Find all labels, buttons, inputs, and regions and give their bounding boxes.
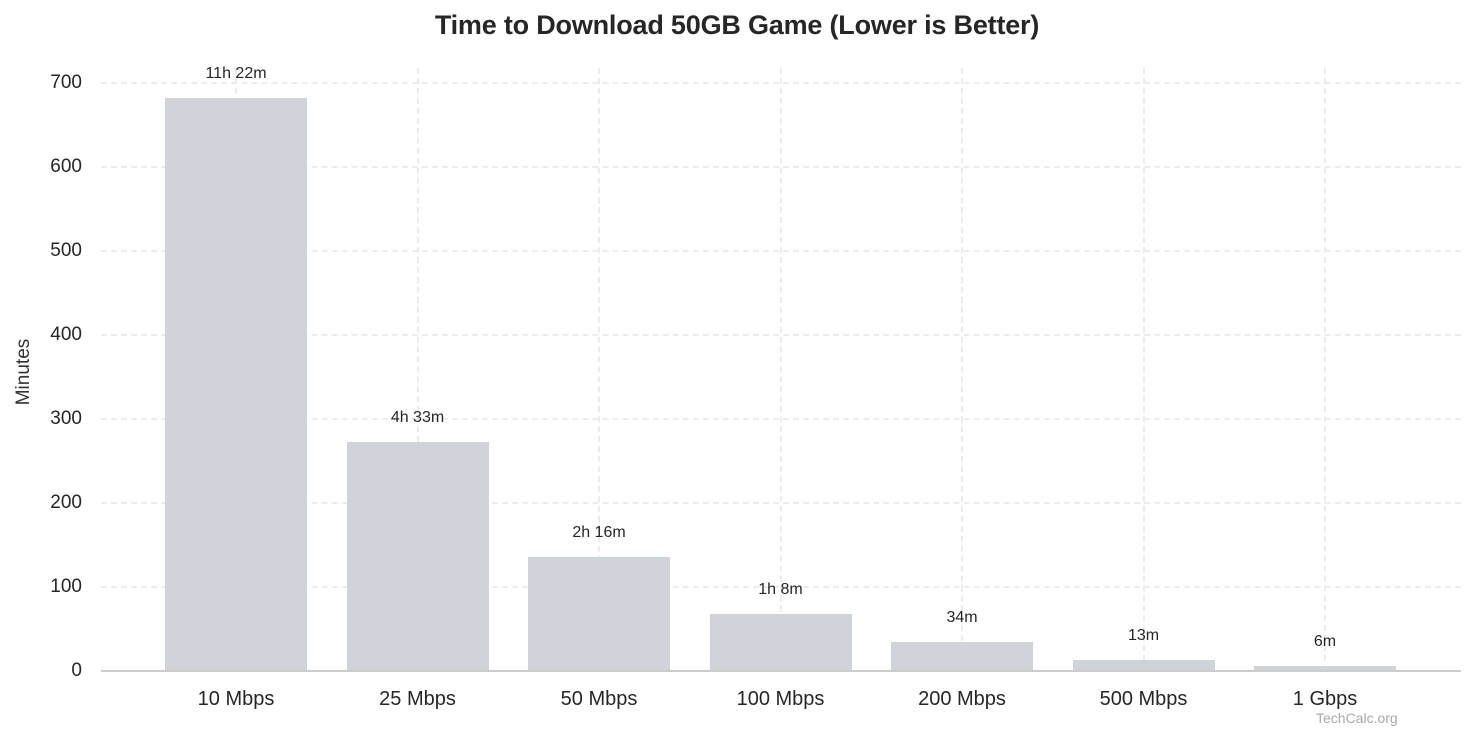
v-gridline (1142, 68, 1145, 671)
x-tick-label: 200 Mbps (918, 688, 1006, 710)
chart-title: Time to Download 50GB Game (Lower is Bet… (434, 10, 1040, 40)
y-tick-label: 600 (50, 156, 82, 177)
watermark: TechCalc.org (1316, 710, 1398, 726)
y-tick-label: 300 (50, 408, 82, 429)
y-tick-label: 700 (50, 72, 82, 93)
x-tick-label: 25 Mbps (379, 688, 456, 710)
y-tick-label: 400 (50, 324, 82, 345)
bar-value-label: 2h 16m (572, 523, 626, 541)
x-axis-line (101, 670, 1461, 672)
bar-value-label: 4h 33m (390, 408, 445, 426)
y-tick-label: 0 (71, 660, 82, 681)
bar-50-mbps (528, 556, 670, 671)
bar-value-label: 1h 8m (758, 580, 803, 598)
x-tick-label: 50 Mbps (560, 688, 638, 710)
y-tick-label: 200 (50, 492, 82, 513)
v-gridline (598, 68, 600, 671)
y-axis-label: Minutes (13, 338, 34, 406)
x-tick-label: 500 Mbps (1099, 688, 1188, 710)
v-gridline (961, 68, 963, 671)
bar-value-label: 6m (1313, 632, 1337, 650)
y-tick-label: 100 (50, 576, 82, 597)
bar-10-mbps (165, 98, 307, 671)
v-gridline (416, 68, 419, 671)
x-tick-label: 1 Gbps (1292, 688, 1358, 710)
y-tick-label: 500 (50, 240, 82, 261)
bar-100-mbps (709, 613, 852, 671)
x-tick-label: 100 Mbps (736, 688, 825, 710)
bar-value-label: 13m (1127, 627, 1160, 645)
bar-25-mbps (346, 441, 489, 671)
bar-value-label: 11h 22m (205, 65, 267, 83)
bar-200-mbps (891, 642, 1033, 671)
x-tick-label: 10 Mbps (197, 688, 275, 710)
v-gridline (1324, 68, 1326, 671)
v-gridline (779, 68, 782, 671)
bar-1-gbps (1254, 665, 1396, 671)
bar-value-label: 34m (946, 609, 978, 627)
bar-500-mbps (1072, 660, 1215, 671)
